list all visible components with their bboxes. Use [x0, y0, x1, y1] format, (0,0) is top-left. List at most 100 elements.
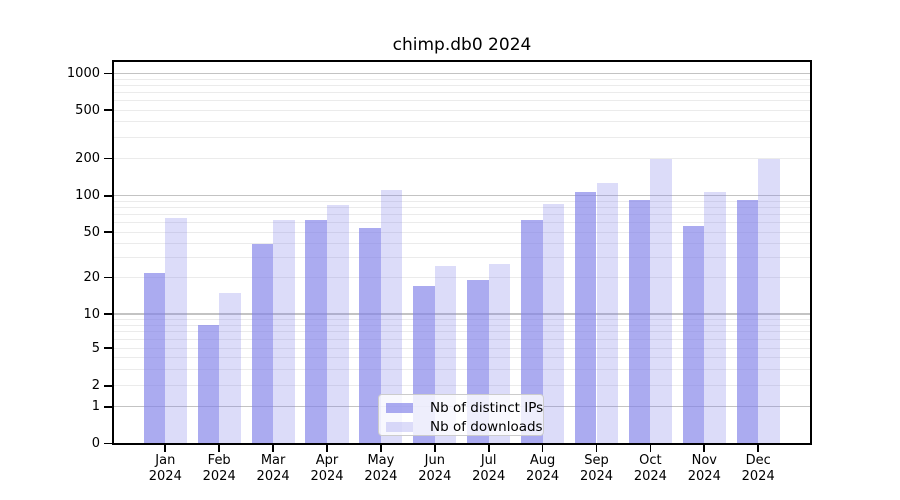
gridline-minor: [114, 331, 810, 333]
bar-distinct-ips-nov: [682, 226, 705, 444]
x-tick-label: Mar 2024: [256, 453, 290, 484]
x-tick: [649, 445, 652, 452]
legend-label-downloads: Nb of downloads: [430, 419, 543, 435]
x-tick: [218, 445, 221, 452]
x-tick-label: Apr 2024: [310, 453, 344, 484]
bar-distinct-ips-jan: [143, 272, 166, 444]
legend-swatch-distinct-ips: [386, 403, 413, 413]
gridline-minor: [114, 256, 810, 258]
x-tick-label: Dec 2024: [741, 453, 775, 484]
gridline-minor: [114, 356, 810, 358]
x-tick-label: Oct 2024: [633, 453, 667, 484]
bar-distinct-ips-feb: [197, 325, 220, 444]
bar-distinct-ips-apr: [305, 219, 327, 444]
y-tick: [104, 231, 112, 233]
legend-label-distinct-ips: Nb of distinct IPs: [430, 400, 544, 416]
x-tick-label: Aug 2024: [526, 453, 560, 484]
legend-swatch-downloads: [386, 422, 413, 432]
y-tick: [104, 157, 112, 160]
gridline-minor: [114, 158, 810, 159]
y-tick-label: 100: [75, 188, 100, 204]
gridline-minor: [114, 200, 810, 202]
x-tick: [541, 445, 544, 452]
y-tick-label: 1: [91, 399, 100, 415]
gridline-minor: [114, 109, 810, 111]
bar-downloads-mar: [273, 219, 295, 444]
bar-distinct-ips-mar: [251, 244, 274, 444]
legend: Nb of distinct IPs Nb of downloads: [378, 394, 544, 436]
gridline-minor: [114, 84, 810, 86]
y-tick-label: 10: [83, 306, 100, 322]
gridline-minor: [114, 338, 810, 340]
y-tick: [104, 109, 112, 111]
bar-downloads-dec: [758, 159, 780, 444]
spine-top: [112, 60, 812, 62]
gridline-minor: [114, 78, 810, 80]
gridline-minor: [114, 231, 810, 233]
y-tick: [104, 276, 112, 279]
y-tick: [104, 72, 112, 75]
gridline-minor: [114, 347, 810, 349]
y-tick: [104, 405, 112, 408]
x-tick-label: Jun 2024: [418, 453, 452, 484]
x-tick-label: May 2024: [364, 453, 398, 484]
y-tick-label: 500: [75, 102, 100, 118]
gridline-minor: [114, 324, 810, 326]
gridline-minor: [114, 242, 810, 244]
x-tick: [595, 445, 598, 452]
bar-downloads-apr: [327, 204, 349, 444]
x-tick: [703, 445, 706, 452]
x-tick: [164, 445, 167, 452]
gridline-minor: [114, 221, 810, 223]
y-tick-label: 50: [83, 224, 100, 240]
x-tick: [380, 445, 382, 452]
x-tick-label: Jan 2024: [148, 453, 182, 484]
y-tick: [104, 347, 112, 350]
bar-distinct-ips-dec: [736, 199, 759, 444]
y-tick: [104, 194, 112, 197]
x-tick: [326, 445, 328, 452]
bar-downloads-jan: [165, 218, 187, 444]
x-tick-label: Jul 2024: [472, 453, 506, 484]
gridline-major: [114, 72, 810, 75]
gridline-minor: [114, 206, 810, 208]
bar-distinct-ips-oct: [628, 200, 651, 444]
y-tick-label: 2: [91, 378, 100, 394]
spine-left: [112, 60, 114, 445]
bar-downloads-may: [380, 190, 403, 444]
gridline-major: [114, 313, 810, 315]
y-tick-label: 5: [91, 340, 100, 356]
spine-right: [810, 60, 812, 445]
legend-item: Nb of downloads: [385, 418, 543, 437]
y-tick: [104, 313, 112, 315]
gridline-minor: [114, 277, 810, 278]
x-tick-label: Nov 2024: [687, 453, 721, 484]
y-tick-label: 20: [83, 270, 100, 285]
legend-item: Nb of distinct IPs: [385, 399, 543, 418]
x-tick: [272, 445, 274, 452]
chart-title: chimp.db0 2024: [392, 35, 532, 55]
gridline-minor: [114, 91, 810, 93]
y-tick-label: 0: [91, 436, 100, 451]
x-tick: [433, 445, 436, 452]
bar-distinct-ips-aug: [521, 219, 543, 444]
y-tick-label: 200: [75, 151, 100, 166]
bar-distinct-ips-sep: [574, 191, 597, 444]
bar-downloads-feb: [219, 292, 241, 444]
y-tick-label: 1000: [66, 66, 100, 81]
y-tick: [104, 442, 112, 445]
x-tick-label: Feb 2024: [202, 453, 236, 484]
bar-downloads-nov: [704, 191, 726, 444]
x-tick-label: Sep 2024: [579, 453, 614, 484]
gridline-minor: [114, 121, 810, 123]
gridline-minor: [114, 99, 810, 101]
gridline-minor: [114, 385, 810, 387]
spine-bottom: [112, 443, 812, 445]
bar-downloads-aug: [542, 203, 565, 444]
gridline-major: [114, 195, 810, 197]
gridline-minor: [114, 213, 810, 215]
gridline-minor: [114, 136, 810, 138]
gridline-minor: [114, 318, 810, 320]
